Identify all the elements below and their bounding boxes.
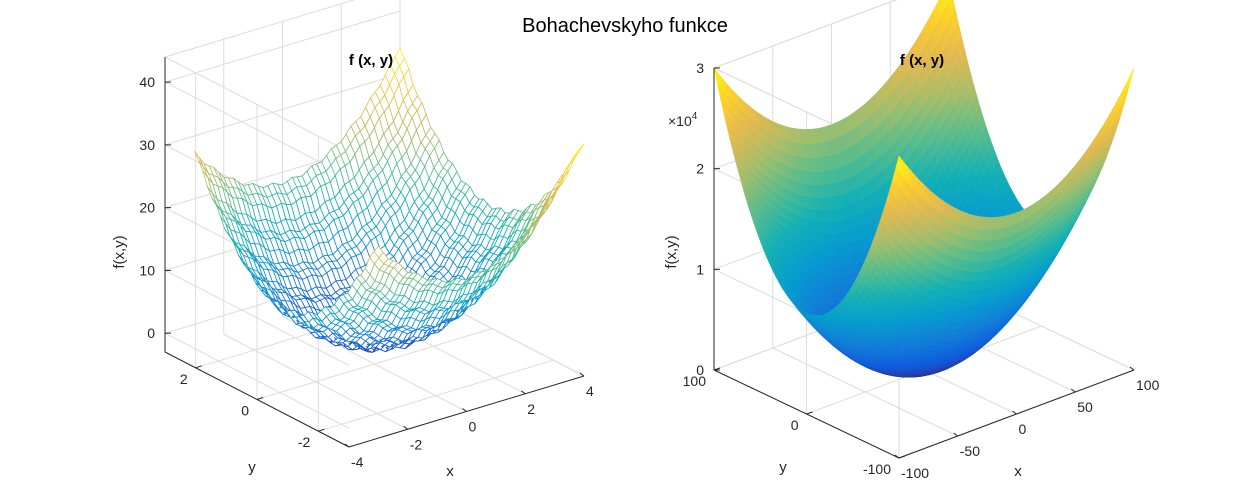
box-back-edge [713, 0, 898, 69]
wall-gridline-z [164, 269, 350, 366]
z-tick-label: 10 [139, 262, 155, 278]
y-tick-label: 2 [180, 371, 188, 387]
x-tick-mark [403, 425, 409, 430]
z-tick-label: 0 [147, 325, 155, 341]
y-tick-mark [195, 365, 202, 369]
wall-gridline-z [164, 332, 350, 429]
wall-gridline-z [164, 10, 401, 83]
x-tick-mark [520, 390, 526, 395]
wall-gridline-z [164, 73, 401, 146]
z-tick-label: 30 [139, 137, 155, 153]
x-tick-mark [462, 408, 467, 412]
floor-gridline-y [256, 328, 493, 400]
figure-suptitle: Bohachevskyho funkce [522, 15, 728, 37]
y-tick-label: -2 [298, 434, 311, 450]
subplot-left-title: f (x, y) [349, 52, 393, 69]
z-tick-label: 20 [139, 200, 155, 216]
y-tick-mark [318, 428, 325, 432]
box-back-edge [164, 56, 350, 153]
subplot-left-xlabel: x [446, 463, 454, 480]
subplot-left-ylabel: y [248, 459, 256, 476]
y-tick-label: 0 [241, 403, 249, 419]
mesh-cell [574, 143, 585, 157]
box-back-edge [164, 0, 356, 58]
x-tick-mark [344, 443, 350, 448]
subplot-left-zlabel: f(x,y) [111, 235, 128, 268]
x-tick-label: 2 [527, 401, 535, 417]
x-tick-label: -4 [351, 454, 364, 470]
x-tick-label: 0 [469, 419, 477, 435]
x-tick-label: 4 [586, 383, 594, 399]
z-tick-label: 40 [139, 74, 155, 90]
x-tick-label: -2 [410, 436, 423, 452]
mesh-cell [564, 158, 575, 176]
y-tick-mark [256, 397, 264, 400]
floor-gridline-y [318, 359, 554, 432]
wall-gridline-z [164, 81, 350, 178]
x-tick-mark [579, 372, 585, 377]
